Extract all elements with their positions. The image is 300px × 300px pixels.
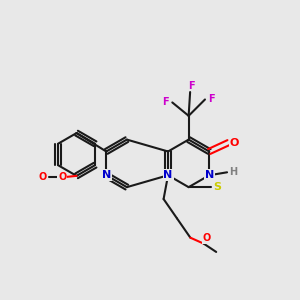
Text: N: N	[164, 170, 173, 180]
Text: O: O	[202, 233, 211, 243]
Text: O: O	[39, 172, 47, 182]
Text: F: F	[208, 94, 215, 104]
Text: O: O	[58, 172, 66, 182]
Text: N: N	[205, 170, 214, 180]
Text: F: F	[162, 98, 169, 107]
Text: S: S	[214, 182, 221, 192]
Text: F: F	[188, 80, 195, 91]
Text: N: N	[102, 170, 111, 180]
Text: O: O	[230, 138, 239, 148]
Text: H: H	[230, 167, 238, 177]
